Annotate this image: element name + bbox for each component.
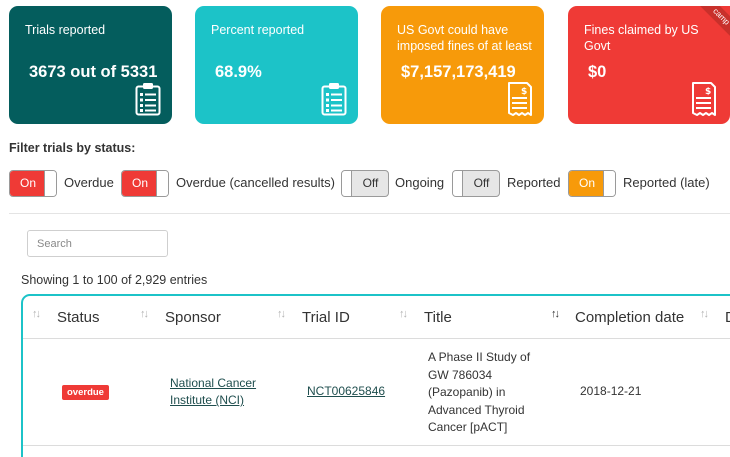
table-header: ↑↓ Status ↑↓ Sponsor ↑↓ Trial ID ↑↓ Titl… — [23, 296, 730, 339]
search-input[interactable] — [27, 230, 168, 257]
stat-card-percent-reported: Percent reported 68.9% — [195, 6, 358, 124]
stat-card-fines-claimed: Fines claimed by US Govt $0 camp $ — [568, 6, 730, 124]
svg-text:$: $ — [705, 87, 711, 97]
trial-id-link[interactable]: NCT00625846 — [307, 384, 386, 398]
receipt-dollar-icon: $ — [692, 82, 716, 116]
column-header-status[interactable]: ↑↓ Status — [32, 308, 100, 326]
sort-icon: ↑↓ — [32, 308, 41, 320]
sort-desc-icon: ↑↓ — [551, 308, 560, 320]
sort-icon: ↑↓ — [399, 308, 408, 320]
sort-icon: ↑↓ — [277, 308, 286, 320]
card-label: Percent reported — [211, 23, 305, 37]
trial-title: A Phase II Study of GW 786034 (Pazopanib… — [428, 350, 531, 434]
toggle-knob — [44, 171, 56, 196]
toggle-overdue-cancelled[interactable]: On — [121, 170, 169, 197]
column-header-sponsor[interactable]: ↑↓ Sponsor — [140, 308, 221, 326]
sort-icon: ↑↓ — [700, 308, 709, 320]
card-value: $0 — [588, 63, 607, 81]
filter-label-reported: Reported — [507, 175, 561, 190]
clipboard-icon — [135, 83, 161, 116]
toggle-knob — [453, 171, 463, 196]
filter-label-ongoing: Ongoing — [395, 175, 445, 190]
card-value: 3673 out of 5331 — [29, 63, 158, 81]
column-header-completion-date[interactable]: ↑↓ Completion date — [551, 308, 685, 326]
toggle-knob — [342, 171, 352, 196]
card-label: US Govt could have imposed fines of at l… — [397, 23, 532, 53]
filter-label-reported-late: Reported (late) — [623, 175, 710, 190]
card-label: Trials reported — [25, 23, 106, 37]
toggle-reported-late[interactable]: On — [568, 170, 616, 197]
filter-title: Filter trials by status: — [9, 141, 136, 155]
completion-date: 2018-12-21 — [580, 384, 642, 398]
sponsor-link[interactable]: National Cancer Institute (NCI) — [170, 376, 257, 407]
stat-card-trials-reported: Trials reported 3673 out of 5331 — [9, 6, 172, 124]
card-value: $7,157,173,419 — [401, 63, 516, 81]
column-header-next[interactable]: ↑↓ D — [698, 296, 730, 339]
toggle-state: On — [569, 171, 605, 196]
filter-label-overdue: Overdue — [64, 175, 114, 190]
sort-icon: ↑↓ — [140, 308, 149, 320]
stat-card-potential-fines: US Govt could have imposed fines of at l… — [381, 6, 544, 124]
toggle-state: Off — [473, 176, 490, 190]
clipboard-icon — [321, 83, 347, 116]
table-row: overdue National Cancer Institute (NCI) … — [23, 340, 730, 446]
toggle-reported[interactable]: Off — [452, 170, 500, 197]
entries-info: Showing 1 to 100 of 2,929 entries — [21, 273, 208, 287]
column-header-trial-id[interactable]: ↑↓ Trial ID — [277, 308, 350, 326]
toggle-knob — [156, 171, 168, 196]
column-header-title[interactable]: ↑↓ Title — [399, 308, 452, 326]
card-label: Fines claimed by US Govt — [584, 23, 699, 53]
divider — [9, 213, 730, 214]
toggle-knob — [603, 171, 615, 196]
trials-table: ↑↓ Status ↑↓ Sponsor ↑↓ Trial ID ↑↓ Titl… — [21, 294, 730, 457]
receipt-dollar-icon: $ — [508, 82, 532, 116]
toggle-state: Off — [362, 176, 379, 190]
card-value: 68.9% — [215, 63, 262, 81]
toggle-overdue[interactable]: On — [9, 170, 57, 197]
toggle-state: On — [122, 171, 158, 196]
toggle-ongoing[interactable]: Off — [341, 170, 389, 197]
status-badge: overdue — [62, 385, 109, 400]
svg-text:$: $ — [521, 87, 527, 97]
filter-label-overdue-cancelled: Overdue (cancelled results) — [176, 175, 335, 190]
toggle-state: On — [10, 171, 46, 196]
